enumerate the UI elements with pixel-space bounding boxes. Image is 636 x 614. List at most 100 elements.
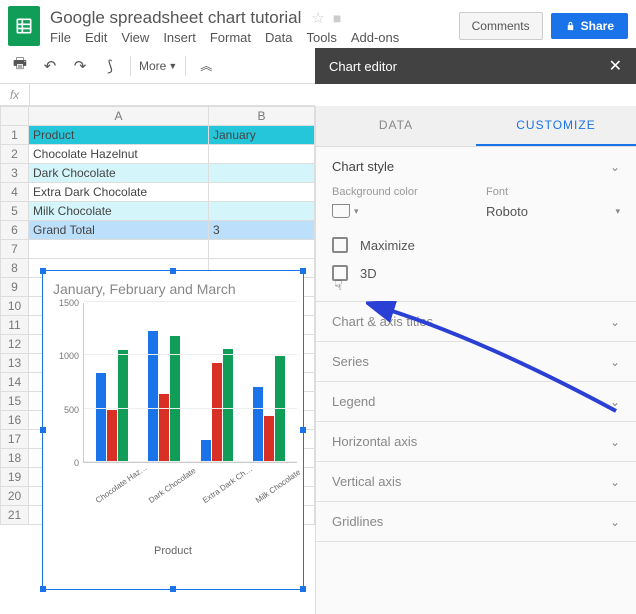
row-header[interactable]: 14 bbox=[1, 373, 29, 392]
row-header[interactable]: 16 bbox=[1, 411, 29, 430]
menu-insert[interactable]: Insert bbox=[163, 30, 196, 45]
menu-format[interactable]: Format bbox=[210, 30, 251, 45]
bars bbox=[84, 303, 297, 462]
resize-handle[interactable] bbox=[300, 268, 306, 274]
section-header[interactable]: Legend⌄ bbox=[316, 382, 636, 421]
section: Horizontal axis ⌄ bbox=[316, 422, 636, 462]
section-header[interactable]: Chart & axis titles⌄ bbox=[316, 302, 636, 341]
row-header[interactable]: 17 bbox=[1, 430, 29, 449]
menu-file[interactable]: File bbox=[50, 30, 71, 45]
paint-format-icon[interactable]: ⟆ bbox=[98, 54, 122, 78]
table-row[interactable]: 6Grand Total3 bbox=[1, 221, 315, 240]
three-d-row[interactable]: 3D ☟ bbox=[332, 259, 620, 287]
cell[interactable]: Grand Total bbox=[29, 221, 209, 240]
resize-handle[interactable] bbox=[300, 586, 306, 592]
section-label: Horizontal axis bbox=[332, 434, 417, 449]
cell[interactable]: Product bbox=[29, 126, 209, 145]
print-icon[interactable]: 🖶 bbox=[8, 54, 32, 78]
section-header[interactable]: Series⌄ bbox=[316, 342, 636, 381]
cell[interactable]: Milk Chocolate bbox=[29, 202, 209, 221]
bar-group bbox=[201, 349, 233, 462]
resize-handle[interactable] bbox=[170, 586, 176, 592]
collapse-icon[interactable]: ︽ bbox=[194, 54, 218, 78]
row-header[interactable]: 2 bbox=[1, 145, 29, 164]
menu-data[interactable]: Data bbox=[265, 30, 292, 45]
row-header[interactable]: 7 bbox=[1, 240, 29, 259]
row-header[interactable]: 4 bbox=[1, 183, 29, 202]
maximize-checkbox[interactable] bbox=[332, 237, 348, 253]
row-header[interactable]: 21 bbox=[1, 506, 29, 525]
bar bbox=[275, 356, 285, 462]
close-icon[interactable]: ✕ bbox=[609, 56, 622, 76]
section: Gridlines⌄ bbox=[316, 502, 636, 542]
row-header[interactable]: 11 bbox=[1, 316, 29, 335]
resize-handle[interactable] bbox=[40, 268, 46, 274]
section-header[interactable]: Vertical axis⌄ bbox=[316, 462, 636, 501]
row-header[interactable]: 13 bbox=[1, 354, 29, 373]
doc-title-text[interactable]: Google spreadsheet chart tutorial bbox=[50, 8, 301, 28]
row-header[interactable]: 20 bbox=[1, 487, 29, 506]
cell[interactable] bbox=[209, 240, 315, 259]
redo-icon[interactable]: ↷ bbox=[68, 54, 92, 78]
menu-add-ons[interactable]: Add-ons bbox=[351, 30, 399, 45]
maximize-row[interactable]: Maximize bbox=[332, 231, 620, 259]
folder-icon[interactable]: ■ bbox=[333, 10, 341, 26]
row-header[interactable]: 10 bbox=[1, 297, 29, 316]
section-label: Chart style bbox=[332, 159, 394, 174]
comments-button[interactable]: Comments bbox=[459, 12, 543, 40]
tab-data[interactable]: DATA bbox=[316, 106, 476, 146]
row-header[interactable]: 12 bbox=[1, 335, 29, 354]
fill-bucket-icon[interactable] bbox=[332, 204, 350, 218]
undo-icon[interactable]: ↶ bbox=[38, 54, 62, 78]
row-header[interactable]: 5 bbox=[1, 202, 29, 221]
sheets-logo[interactable] bbox=[8, 6, 40, 46]
resize-handle[interactable] bbox=[40, 586, 46, 592]
table-row[interactable]: 4Extra Dark Chocolate bbox=[1, 183, 315, 202]
cell[interactable]: Dark Chocolate bbox=[29, 164, 209, 183]
bar bbox=[253, 387, 263, 462]
field-background-color[interactable]: Background color ▾ bbox=[332, 186, 466, 219]
cell[interactable] bbox=[209, 164, 315, 183]
corner-cell[interactable] bbox=[1, 107, 29, 126]
row-header[interactable]: 1 bbox=[1, 126, 29, 145]
table-row[interactable]: 7 bbox=[1, 240, 315, 259]
cell[interactable] bbox=[29, 240, 209, 259]
menu-view[interactable]: View bbox=[121, 30, 149, 45]
field-font[interactable]: Font Roboto▾ bbox=[486, 186, 620, 219]
cell[interactable]: 3 bbox=[209, 221, 315, 240]
menu-tools[interactable]: Tools bbox=[306, 30, 336, 45]
col-header[interactable]: A bbox=[29, 107, 209, 126]
row-header[interactable]: 18 bbox=[1, 449, 29, 468]
cell[interactable]: January bbox=[209, 126, 315, 145]
cell[interactable]: Chocolate Hazelnut bbox=[29, 145, 209, 164]
resize-handle[interactable] bbox=[170, 268, 176, 274]
embedded-chart[interactable]: January, February and March 050010001500… bbox=[42, 270, 304, 590]
table-row[interactable]: 2Chocolate Hazelnut bbox=[1, 145, 315, 164]
row-header[interactable]: 8 bbox=[1, 259, 29, 278]
cell[interactable] bbox=[209, 183, 315, 202]
section-header-chart-style[interactable]: Chart style ⌄ bbox=[316, 147, 636, 186]
section-header[interactable]: Gridlines⌄ bbox=[316, 502, 636, 541]
table-row[interactable]: 5Milk Chocolate bbox=[1, 202, 315, 221]
star-icon[interactable]: ☆ bbox=[311, 9, 324, 27]
cell[interactable]: Extra Dark Chocolate bbox=[29, 183, 209, 202]
section-header[interactable]: Horizontal axis ⌄ bbox=[316, 422, 636, 461]
chevron-down-icon: ⌄ bbox=[610, 435, 620, 449]
cell[interactable] bbox=[209, 202, 315, 221]
doc-title[interactable]: Google spreadsheet chart tutorial ☆ ■ bbox=[50, 8, 459, 28]
row-header[interactable]: 6 bbox=[1, 221, 29, 240]
table-row[interactable]: 1ProductJanuary bbox=[1, 126, 315, 145]
bar-group bbox=[253, 356, 285, 462]
share-button[interactable]: Share bbox=[551, 13, 628, 39]
more-button[interactable]: More ▼ bbox=[139, 59, 177, 73]
row-header[interactable]: 19 bbox=[1, 468, 29, 487]
row-header[interactable]: 15 bbox=[1, 392, 29, 411]
row-header[interactable]: 9 bbox=[1, 278, 29, 297]
table-row[interactable]: 3Dark Chocolate bbox=[1, 164, 315, 183]
menu-edit[interactable]: Edit bbox=[85, 30, 107, 45]
cell[interactable] bbox=[209, 145, 315, 164]
tab-customize[interactable]: CUSTOMIZE bbox=[476, 106, 636, 146]
col-header[interactable]: B bbox=[209, 107, 315, 126]
row-header[interactable]: 3 bbox=[1, 164, 29, 183]
spreadsheet-grid[interactable]: AB 1ProductJanuary2Chocolate Hazelnut3Da… bbox=[0, 106, 315, 525]
